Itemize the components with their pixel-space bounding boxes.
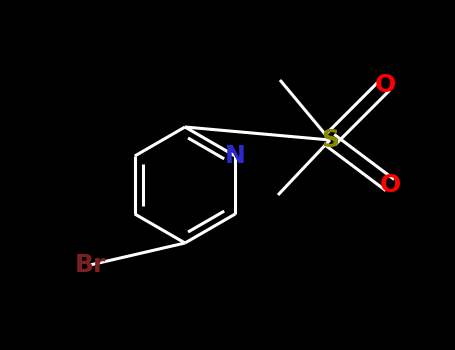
Text: Br: Br [74, 253, 106, 277]
Text: O: O [374, 73, 396, 97]
Text: O: O [379, 173, 400, 197]
Text: S: S [321, 128, 339, 152]
Text: N: N [225, 144, 246, 168]
